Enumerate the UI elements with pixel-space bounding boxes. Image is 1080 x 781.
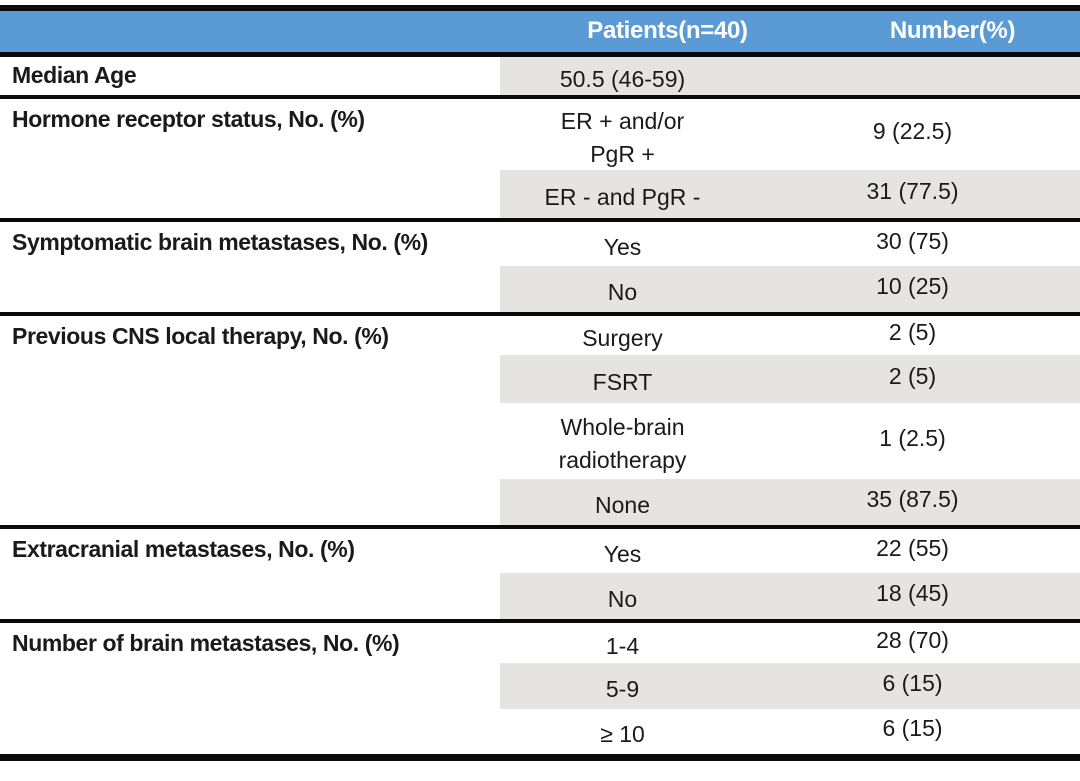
table-row: No 10 (25) xyxy=(0,266,1080,315)
table-row: None 35 (87.5) xyxy=(0,479,1080,528)
number-cell-symptomatic-no: 10 (25) xyxy=(745,266,1080,315)
number-cell-symptomatic-yes: 30 (75) xyxy=(876,227,949,254)
number-cell-whole-brain-radiotherapy: 1 (2.5) xyxy=(879,424,946,451)
table-row: Hormone receptor status, No. (%) ER + an… xyxy=(0,97,1080,221)
patients-cell-extracranial-yes: Yes xyxy=(603,540,642,567)
row-label-previous-cns-local-therapy: Previous CNS local therapy, No. (%) xyxy=(0,314,500,528)
column-header-number: Number(%) xyxy=(745,8,1080,54)
row-label-extracranial-metastases: Extracranial metastases, No. (%) xyxy=(0,527,500,622)
table-row: FSRT 2 (5) xyxy=(0,355,1080,404)
table-row: Number of brain metastases, No. (%) 1-4 … xyxy=(0,621,1080,758)
table-row: Median Age 50.5 (46-59) xyxy=(0,54,1080,98)
number-cell-extracranial-no: 18 (45) xyxy=(745,573,1080,622)
number-cell-5-9: 6 (15) xyxy=(745,663,1080,710)
patients-cell-median-age: 50.5 (46-59) xyxy=(500,54,745,98)
number-cell-extracranial-yes: 22 (55) xyxy=(876,534,949,561)
patients-cell-ge-10: ≥ 10 xyxy=(600,721,645,748)
number-cell-1-4: 28 (70) xyxy=(876,626,949,653)
row-label-number-of-brain-metastases: Number of brain metastases, No. (%) xyxy=(0,621,500,758)
header-empty-cell xyxy=(0,8,500,54)
patients-cell-extracranial-no: No xyxy=(500,573,745,622)
row-label-symptomatic-brain-metastases: Symptomatic brain metastases, No. (%) xyxy=(0,220,500,315)
table-row: No 18 (45) xyxy=(0,573,1080,622)
number-cell-ge-10: 6 (15) xyxy=(882,714,943,741)
table-row: 5-9 6 (15) xyxy=(0,663,1080,710)
column-header-patients: Patients(n=40) xyxy=(500,8,748,54)
patients-cell-none: None xyxy=(500,479,745,528)
patients-cell-symptomatic-no: No xyxy=(500,266,745,315)
table-row: Whole-brain radiotherapy 1 (2.5) xyxy=(0,403,1080,479)
number-cell-er-negative: 31 (77.5) xyxy=(745,170,1080,221)
table-row: Previous CNS local therapy, No. (%) Surg… xyxy=(0,314,1080,528)
table-row: Extracranial metastases, No. (%) Yes 22 … xyxy=(0,527,1080,622)
patients-cell-whole-brain-radiotherapy: Whole-brain radiotherapy xyxy=(558,414,687,474)
patients-cell-er-positive: ER + and/or PgR + xyxy=(560,108,685,167)
table-body: Median Age 50.5 (46-59) Hormone receptor… xyxy=(0,54,1080,758)
patient-characteristics-table: Patients(n=40) Number(%) Median Age 50.5… xyxy=(0,5,1080,761)
patients-cell-1-4: 1-4 xyxy=(605,632,640,659)
row-label-median-age: Median Age xyxy=(0,54,500,98)
patients-cell-symptomatic-yes: Yes xyxy=(603,234,642,261)
table-row: ≥ 10 6 (15) xyxy=(0,709,1080,757)
patients-cell-er-negative: ER - and PgR - xyxy=(500,170,745,221)
number-cell-er-positive: 9 (22.5) xyxy=(872,118,953,145)
patients-cell-surgery: Surgery xyxy=(582,325,663,352)
number-cell-fsrt: 2 (5) xyxy=(745,355,1080,404)
table-header: Patients(n=40) Number(%) xyxy=(0,8,1080,54)
column-header-number-label: Number(%) xyxy=(889,17,1016,45)
row-label-hormone-receptor-status: Hormone receptor status, No. (%) xyxy=(0,97,500,221)
column-header-patients-label: Patients(n=40) xyxy=(587,17,748,45)
number-cell-none: 35 (87.5) xyxy=(745,479,1080,528)
header-row: Patients(n=40) Number(%) xyxy=(0,8,1080,54)
table-row: Symptomatic brain metastases, No. (%) Ye… xyxy=(0,220,1080,315)
number-cell-surgery: 2 (5) xyxy=(888,319,937,346)
number-cell-median-age xyxy=(745,54,1080,98)
patients-cell-fsrt: FSRT xyxy=(500,355,745,404)
patients-cell-5-9: 5-9 xyxy=(500,663,745,710)
table-row: ER - and PgR - 31 (77.5) xyxy=(0,170,1080,221)
